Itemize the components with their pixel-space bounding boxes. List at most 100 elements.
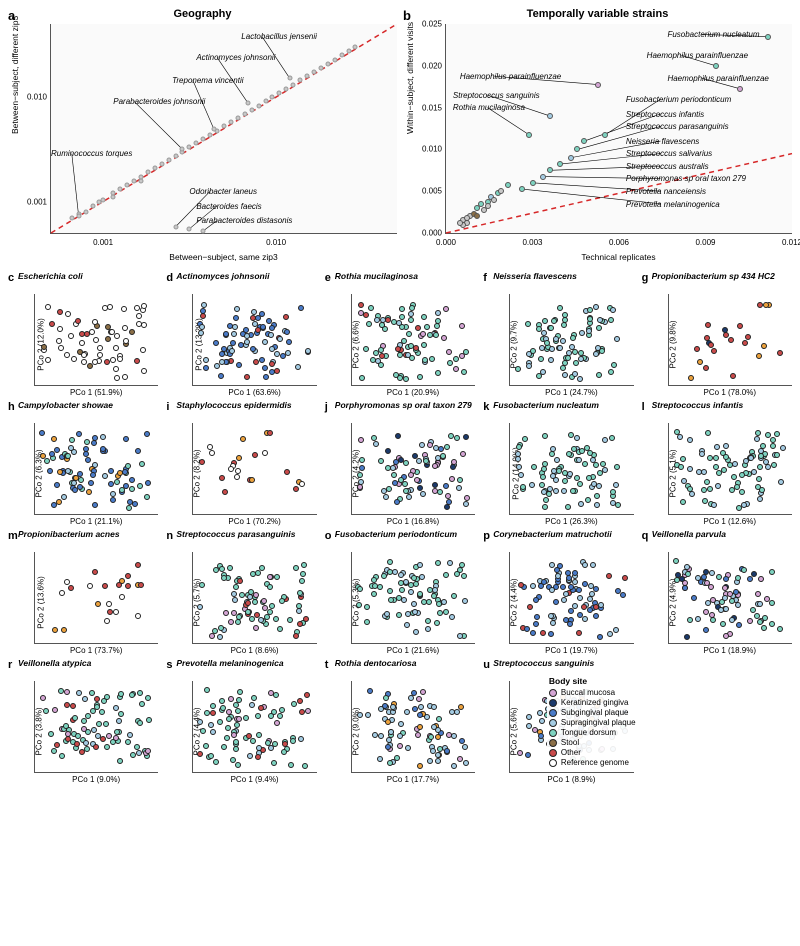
scatter-point — [256, 103, 261, 108]
pco-point — [447, 360, 453, 366]
scatter-point — [346, 49, 351, 54]
pco-point — [522, 436, 528, 442]
pco-point — [434, 620, 440, 626]
pco-point — [678, 464, 684, 470]
pco-point — [425, 626, 431, 632]
pco-point — [52, 627, 58, 633]
pco-point — [378, 706, 384, 712]
pco-point — [92, 319, 98, 325]
pco-point — [197, 604, 203, 610]
annotation-label: Fusobacterium nucleatum — [667, 30, 759, 39]
pco-point — [303, 616, 309, 622]
pco-point — [723, 454, 729, 460]
scatter-point-labeled — [713, 63, 719, 69]
pco-point — [106, 601, 112, 607]
pco-point — [459, 353, 465, 359]
pco-point — [92, 359, 98, 365]
small-panel-label: l — [642, 401, 645, 413]
pco-point — [553, 336, 559, 342]
pco-point — [251, 695, 257, 701]
pco-point — [372, 732, 378, 738]
pco-point — [443, 572, 449, 578]
legend-swatch — [549, 749, 557, 757]
small-panel-frame: PCo 2 (13.2%) — [192, 294, 316, 386]
scatter-point — [284, 86, 289, 91]
scatter-point — [97, 199, 102, 204]
pco-point — [357, 472, 363, 478]
pco-point — [113, 345, 119, 351]
pco-point — [758, 576, 764, 582]
pco-point — [462, 598, 468, 604]
pco-point — [127, 499, 133, 505]
pco-point — [432, 482, 438, 488]
pco-point — [549, 587, 555, 593]
panel-a-frame: Between−subject, different zip3 0.0010.0… — [50, 24, 397, 234]
pco-point — [288, 762, 294, 768]
pco-point — [593, 604, 599, 610]
pco-point — [295, 364, 301, 370]
pco-point — [527, 604, 533, 610]
pco-point — [64, 579, 70, 585]
pco-point — [246, 733, 252, 739]
pco-point — [691, 595, 697, 601]
pco-point — [106, 733, 112, 739]
pco-point — [541, 489, 547, 495]
scatter-point-labeled — [530, 180, 536, 186]
pco-point — [446, 349, 452, 355]
small-panel-e: eRothia mucilaginosaPCo 2 (6.6%)PCo 1 (2… — [325, 272, 475, 397]
pco-point — [420, 491, 426, 497]
small-panel-ylabel: PCo 2 (9.7%) — [510, 320, 519, 368]
pco-point — [757, 496, 763, 502]
small-panel-xlabel: PCo 1 (8.9%) — [509, 775, 633, 784]
pco-point — [703, 609, 709, 615]
pco-point — [443, 609, 449, 615]
pco-point — [110, 357, 116, 363]
pco-point — [684, 564, 690, 570]
small-panel-xlabel: PCo 1 (21.1%) — [34, 517, 158, 526]
legend-swatch — [549, 689, 557, 697]
pco-point — [71, 356, 77, 362]
pco-point — [756, 476, 762, 482]
pco-point — [274, 368, 280, 374]
pco-point — [707, 486, 713, 492]
pco-point — [234, 722, 240, 728]
scatter-point — [478, 201, 484, 207]
pco-point — [417, 562, 423, 568]
pco-point — [597, 317, 603, 323]
pco-point — [562, 372, 568, 378]
pco-point — [533, 621, 539, 627]
scatter-point — [173, 153, 178, 158]
scatter-point-labeled — [557, 161, 563, 167]
pco-point — [59, 590, 65, 596]
pco-point — [765, 464, 771, 470]
pco-point — [290, 738, 296, 744]
pco-point — [363, 346, 369, 352]
pco-point — [281, 749, 287, 755]
small-panel-frame: PCo 2 (4.4%) — [192, 681, 316, 773]
small-panel-frame: PCo 2 (4.4%) — [509, 552, 633, 644]
pco-point — [548, 631, 554, 637]
pco-point — [273, 692, 279, 698]
scatter-point — [332, 57, 337, 62]
pco-point — [581, 604, 587, 610]
pco-point — [458, 704, 464, 710]
pco-point — [754, 436, 760, 442]
pco-point — [541, 466, 547, 472]
small-panel-frame: PCo 2 (5.1%) — [668, 423, 792, 515]
small-panel-title: Corynebacterium matruchotii — [493, 530, 633, 550]
pco-point — [427, 587, 433, 593]
pco-point — [408, 589, 414, 595]
pco-point — [526, 723, 532, 729]
legend-row: Subgingival plaque — [549, 708, 636, 717]
pco-point — [525, 752, 531, 758]
pco-point — [561, 488, 567, 494]
pco-point — [461, 369, 467, 375]
pco-point — [759, 487, 765, 493]
pco-point — [233, 315, 239, 321]
pco-point — [283, 314, 289, 320]
pco-point — [213, 759, 219, 765]
pco-point — [137, 720, 143, 726]
pco-point — [416, 696, 422, 702]
pco-point — [237, 689, 243, 695]
scatter-point — [166, 157, 171, 162]
